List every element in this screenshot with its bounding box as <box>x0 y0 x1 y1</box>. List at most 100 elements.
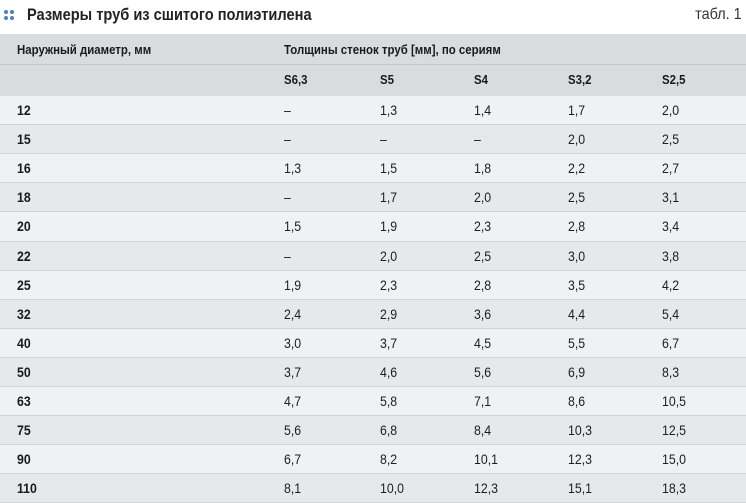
diameter-cell: 16 <box>17 160 31 177</box>
table-caption: Размеры труб из сшитого полиэтилена табл… <box>0 0 746 32</box>
table-row: 12 – 1,3 1,4 1,7 2,0 <box>0 96 746 125</box>
header-wall-thickness: Толщины стенок труб [мм], по сериям <box>284 42 501 57</box>
thickness-cell: 1,5 <box>284 218 302 235</box>
table-row: 63 4,7 5,8 7,1 8,6 10,5 <box>0 387 746 416</box>
row-divider <box>0 444 746 446</box>
diameter-cell: 20 <box>17 218 31 235</box>
thickness-cell: 12,5 <box>662 422 686 439</box>
row-divider <box>0 356 746 358</box>
table-row: 50 3,7 4,6 5,6 6,9 8,3 <box>0 357 746 387</box>
table-row: 18 – 1,7 2,0 2,5 3,1 <box>0 183 746 213</box>
thickness-cell: 12,3 <box>474 480 498 497</box>
thickness-cell: 8,4 <box>474 422 492 439</box>
thickness-cell: 7,1 <box>474 393 492 409</box>
thickness-cell: 5,4 <box>662 305 680 322</box>
thickness-cell: 2,0 <box>380 247 398 264</box>
thickness-cell: 3,4 <box>662 218 680 235</box>
diameter-cell: 50 <box>17 363 31 380</box>
thickness-cell: – <box>380 131 387 148</box>
thickness-cell: 3,1 <box>662 189 680 206</box>
thickness-cell: 2,5 <box>568 189 586 206</box>
thickness-cell: 5,8 <box>380 393 398 409</box>
thickness-cell: 3,5 <box>568 276 586 293</box>
header-series: S2,5 <box>662 72 686 87</box>
thickness-cell: 1,8 <box>474 160 492 177</box>
thickness-cell: 1,3 <box>380 102 398 118</box>
thickness-cell: 3,7 <box>284 363 302 380</box>
row-divider <box>0 298 746 300</box>
table-number: табл. 1 <box>695 6 742 23</box>
thickness-cell: 1,5 <box>380 160 398 177</box>
thickness-cell: 8,3 <box>662 363 680 380</box>
diameter-cell: 25 <box>17 276 31 293</box>
diameter-cell: 18 <box>17 189 31 206</box>
table-row: 40 3,0 3,7 4,5 5,5 6,7 <box>0 329 746 358</box>
thickness-cell: 2,7 <box>662 160 680 177</box>
diameter-cell: 63 <box>17 393 31 409</box>
row-divider <box>0 153 746 155</box>
thickness-cell: – <box>284 189 291 206</box>
thickness-cell: 3,0 <box>284 334 302 351</box>
table-row: 75 5,6 6,8 8,4 10,3 12,5 <box>0 416 746 446</box>
thickness-cell: 3,7 <box>380 334 398 351</box>
thickness-cell: 2,5 <box>474 247 492 264</box>
row-divider <box>0 415 746 417</box>
thickness-cell: 3,8 <box>662 247 680 264</box>
table-row: 20 1,5 1,9 2,3 2,8 3,4 <box>0 212 746 241</box>
thickness-cell: 1,4 <box>474 102 492 118</box>
thickness-cell: 2,4 <box>284 305 302 322</box>
thickness-cell: 10,3 <box>568 422 592 439</box>
thickness-cell: – <box>284 131 291 148</box>
thickness-cell: 10,0 <box>380 480 404 497</box>
diameter-cell: 32 <box>17 305 31 322</box>
row-divider <box>0 473 746 475</box>
diameter-cell: 12 <box>17 102 31 118</box>
thickness-cell: 6,9 <box>568 363 586 380</box>
thickness-cell: 15,1 <box>568 480 592 497</box>
thickness-cell: – <box>284 102 291 118</box>
table-row: 15 – – – 2,0 2,5 <box>0 125 746 155</box>
diameter-cell: 75 <box>17 422 31 439</box>
row-divider <box>0 182 746 184</box>
pipe-sizes-table: Наружный диаметр, мм Толщины стенок труб… <box>0 34 746 503</box>
header-series: S5 <box>380 72 394 87</box>
thickness-cell: 4,7 <box>284 393 302 409</box>
thickness-cell: 2,3 <box>380 276 398 293</box>
bullet-dots-icon <box>4 10 16 22</box>
thickness-cell: 1,7 <box>568 102 586 118</box>
thickness-cell: 12,3 <box>568 451 592 468</box>
diameter-cell: 90 <box>17 451 31 468</box>
thickness-cell: 15,0 <box>662 451 686 468</box>
thickness-cell: 2,2 <box>568 160 586 177</box>
thickness-cell: 2,5 <box>662 131 680 148</box>
header-series: S6,3 <box>284 72 308 87</box>
thickness-cell: 2,0 <box>474 189 492 206</box>
table-row: 110 8,1 10,0 12,3 15,1 18,3 <box>0 474 746 503</box>
row-divider <box>0 269 746 271</box>
row-divider <box>0 386 746 387</box>
diameter-cell: 110 <box>17 480 37 497</box>
header-series: S4 <box>474 72 488 87</box>
table-row: 16 1,3 1,5 1,8 2,2 2,7 <box>0 154 746 183</box>
header-diameter: Наружный диаметр, мм <box>17 42 152 57</box>
thickness-cell: 3,6 <box>474 305 492 322</box>
table-header: Наружный диаметр, мм Толщины стенок труб… <box>0 34 746 96</box>
table-row: 25 1,9 2,3 2,8 3,5 4,2 <box>0 271 746 300</box>
row-divider <box>0 240 746 242</box>
thickness-cell: 10,1 <box>474 451 498 468</box>
header-series: S3,2 <box>568 72 592 87</box>
thickness-cell: 4,6 <box>380 363 398 380</box>
thickness-cell: – <box>284 247 291 264</box>
thickness-cell: 1,9 <box>284 276 302 293</box>
thickness-cell: 1,3 <box>284 160 302 177</box>
header-divider <box>0 64 746 65</box>
thickness-cell: 1,9 <box>380 218 398 235</box>
thickness-cell: – <box>474 131 481 148</box>
diameter-cell: 22 <box>17 247 31 264</box>
table-title: Размеры труб из сшитого полиэтилена <box>27 5 312 24</box>
thickness-cell: 2,0 <box>662 102 680 118</box>
thickness-cell: 2,9 <box>380 305 398 322</box>
table-row: 32 2,4 2,9 3,6 4,4 5,4 <box>0 299 746 329</box>
row-divider <box>0 327 746 329</box>
thickness-cell: 4,2 <box>662 276 680 293</box>
